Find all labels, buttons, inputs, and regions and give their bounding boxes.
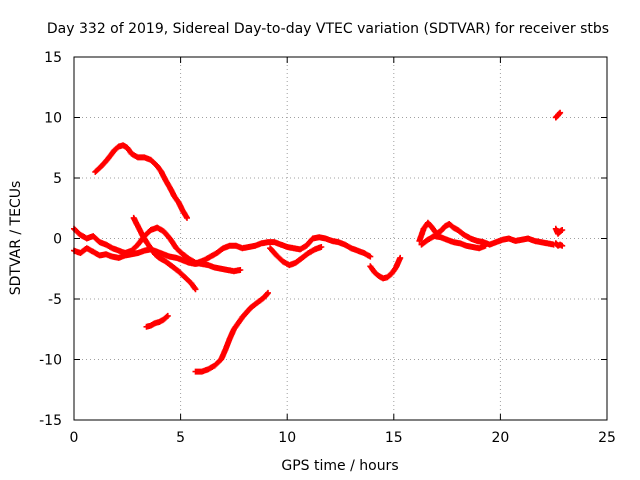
data-point (171, 193, 181, 204)
data-point (303, 236, 315, 249)
data-point (164, 312, 171, 319)
data-point (371, 269, 381, 279)
data-point (267, 245, 279, 258)
data-point (192, 286, 199, 293)
data-point (169, 263, 181, 274)
y-tick-labels: -15 -10 -5 0 5 10 15 (39, 50, 62, 429)
y-axis-label: SDTVAR / TECUs (8, 181, 24, 296)
data-point (555, 229, 563, 237)
x-tick-label: 25 (598, 430, 616, 446)
data-point (90, 233, 102, 245)
y-tick-label: 15 (44, 50, 62, 66)
x-tick-label: 5 (176, 430, 185, 446)
series-band-evening (416, 219, 557, 248)
data-point (292, 255, 305, 266)
data-point (152, 251, 162, 260)
series-band-late (367, 254, 404, 282)
data-point (482, 242, 489, 249)
data-point (111, 144, 121, 154)
data-point (559, 227, 566, 233)
data-point (237, 267, 244, 273)
x-tick-label: 20 (491, 430, 509, 446)
series-arc-high-morning (92, 142, 190, 221)
data-point (265, 289, 271, 296)
y-tick-label: 10 (44, 111, 62, 127)
data-point (318, 244, 325, 250)
data-point (124, 144, 134, 156)
data-point (211, 357, 223, 369)
data-point (181, 274, 194, 286)
data-point (552, 240, 561, 248)
data-point (141, 228, 153, 240)
data-point (179, 251, 192, 262)
data-point (98, 156, 111, 169)
series-arc-low-rising (192, 289, 271, 375)
y-tick-label: -15 (39, 413, 62, 429)
x-tick-labels: 0 5 10 15 20 25 (70, 430, 616, 446)
series-tail-end-low (552, 240, 566, 249)
x-tick-label: 0 (70, 430, 79, 446)
y-tick-label: -5 (48, 292, 62, 308)
data-point (147, 156, 160, 168)
series-band-morning-a (71, 224, 244, 275)
data-point (367, 263, 377, 275)
series-band-evening-low (418, 233, 489, 252)
data-point (160, 228, 172, 241)
data-point (128, 242, 140, 254)
data-point (173, 245, 185, 257)
data-point (446, 221, 456, 230)
series-arc-descending (130, 214, 199, 293)
data-point (557, 241, 565, 249)
data-point (555, 242, 562, 249)
data-point (243, 305, 254, 316)
x-axis-label: GPS time / hours (281, 458, 398, 474)
x-tick-label: 15 (385, 430, 403, 446)
series-band-midday (194, 234, 374, 266)
data-point (557, 109, 564, 116)
y-tick-label: 5 (53, 171, 62, 187)
series-outlier-high (552, 109, 564, 121)
series-tail-end (552, 225, 566, 237)
y-tick-label: 0 (53, 232, 62, 248)
data-point (160, 313, 170, 323)
data-point (552, 112, 561, 121)
y-tick-label: -10 (39, 353, 62, 369)
series-arc-short-low (143, 312, 171, 330)
x-tick-label: 10 (278, 430, 296, 446)
data-point (424, 219, 435, 230)
data-point (230, 321, 241, 333)
data-point (92, 163, 104, 175)
data-point (184, 214, 190, 221)
data-point (557, 227, 565, 235)
data-point (239, 310, 249, 321)
data-point (397, 254, 404, 261)
data-point (254, 295, 266, 306)
series-layer (71, 109, 566, 375)
data-point (384, 271, 394, 281)
series-band-midday-low (267, 244, 325, 269)
data-point (367, 253, 374, 260)
chart-title: Day 332 of 2019, Sidereal Day-to-day VTE… (47, 21, 609, 37)
plot-border (73, 56, 608, 421)
data-point (555, 110, 563, 119)
data-point (437, 224, 448, 235)
data-point (273, 252, 285, 264)
data-point (559, 242, 566, 249)
data-point (175, 268, 187, 280)
